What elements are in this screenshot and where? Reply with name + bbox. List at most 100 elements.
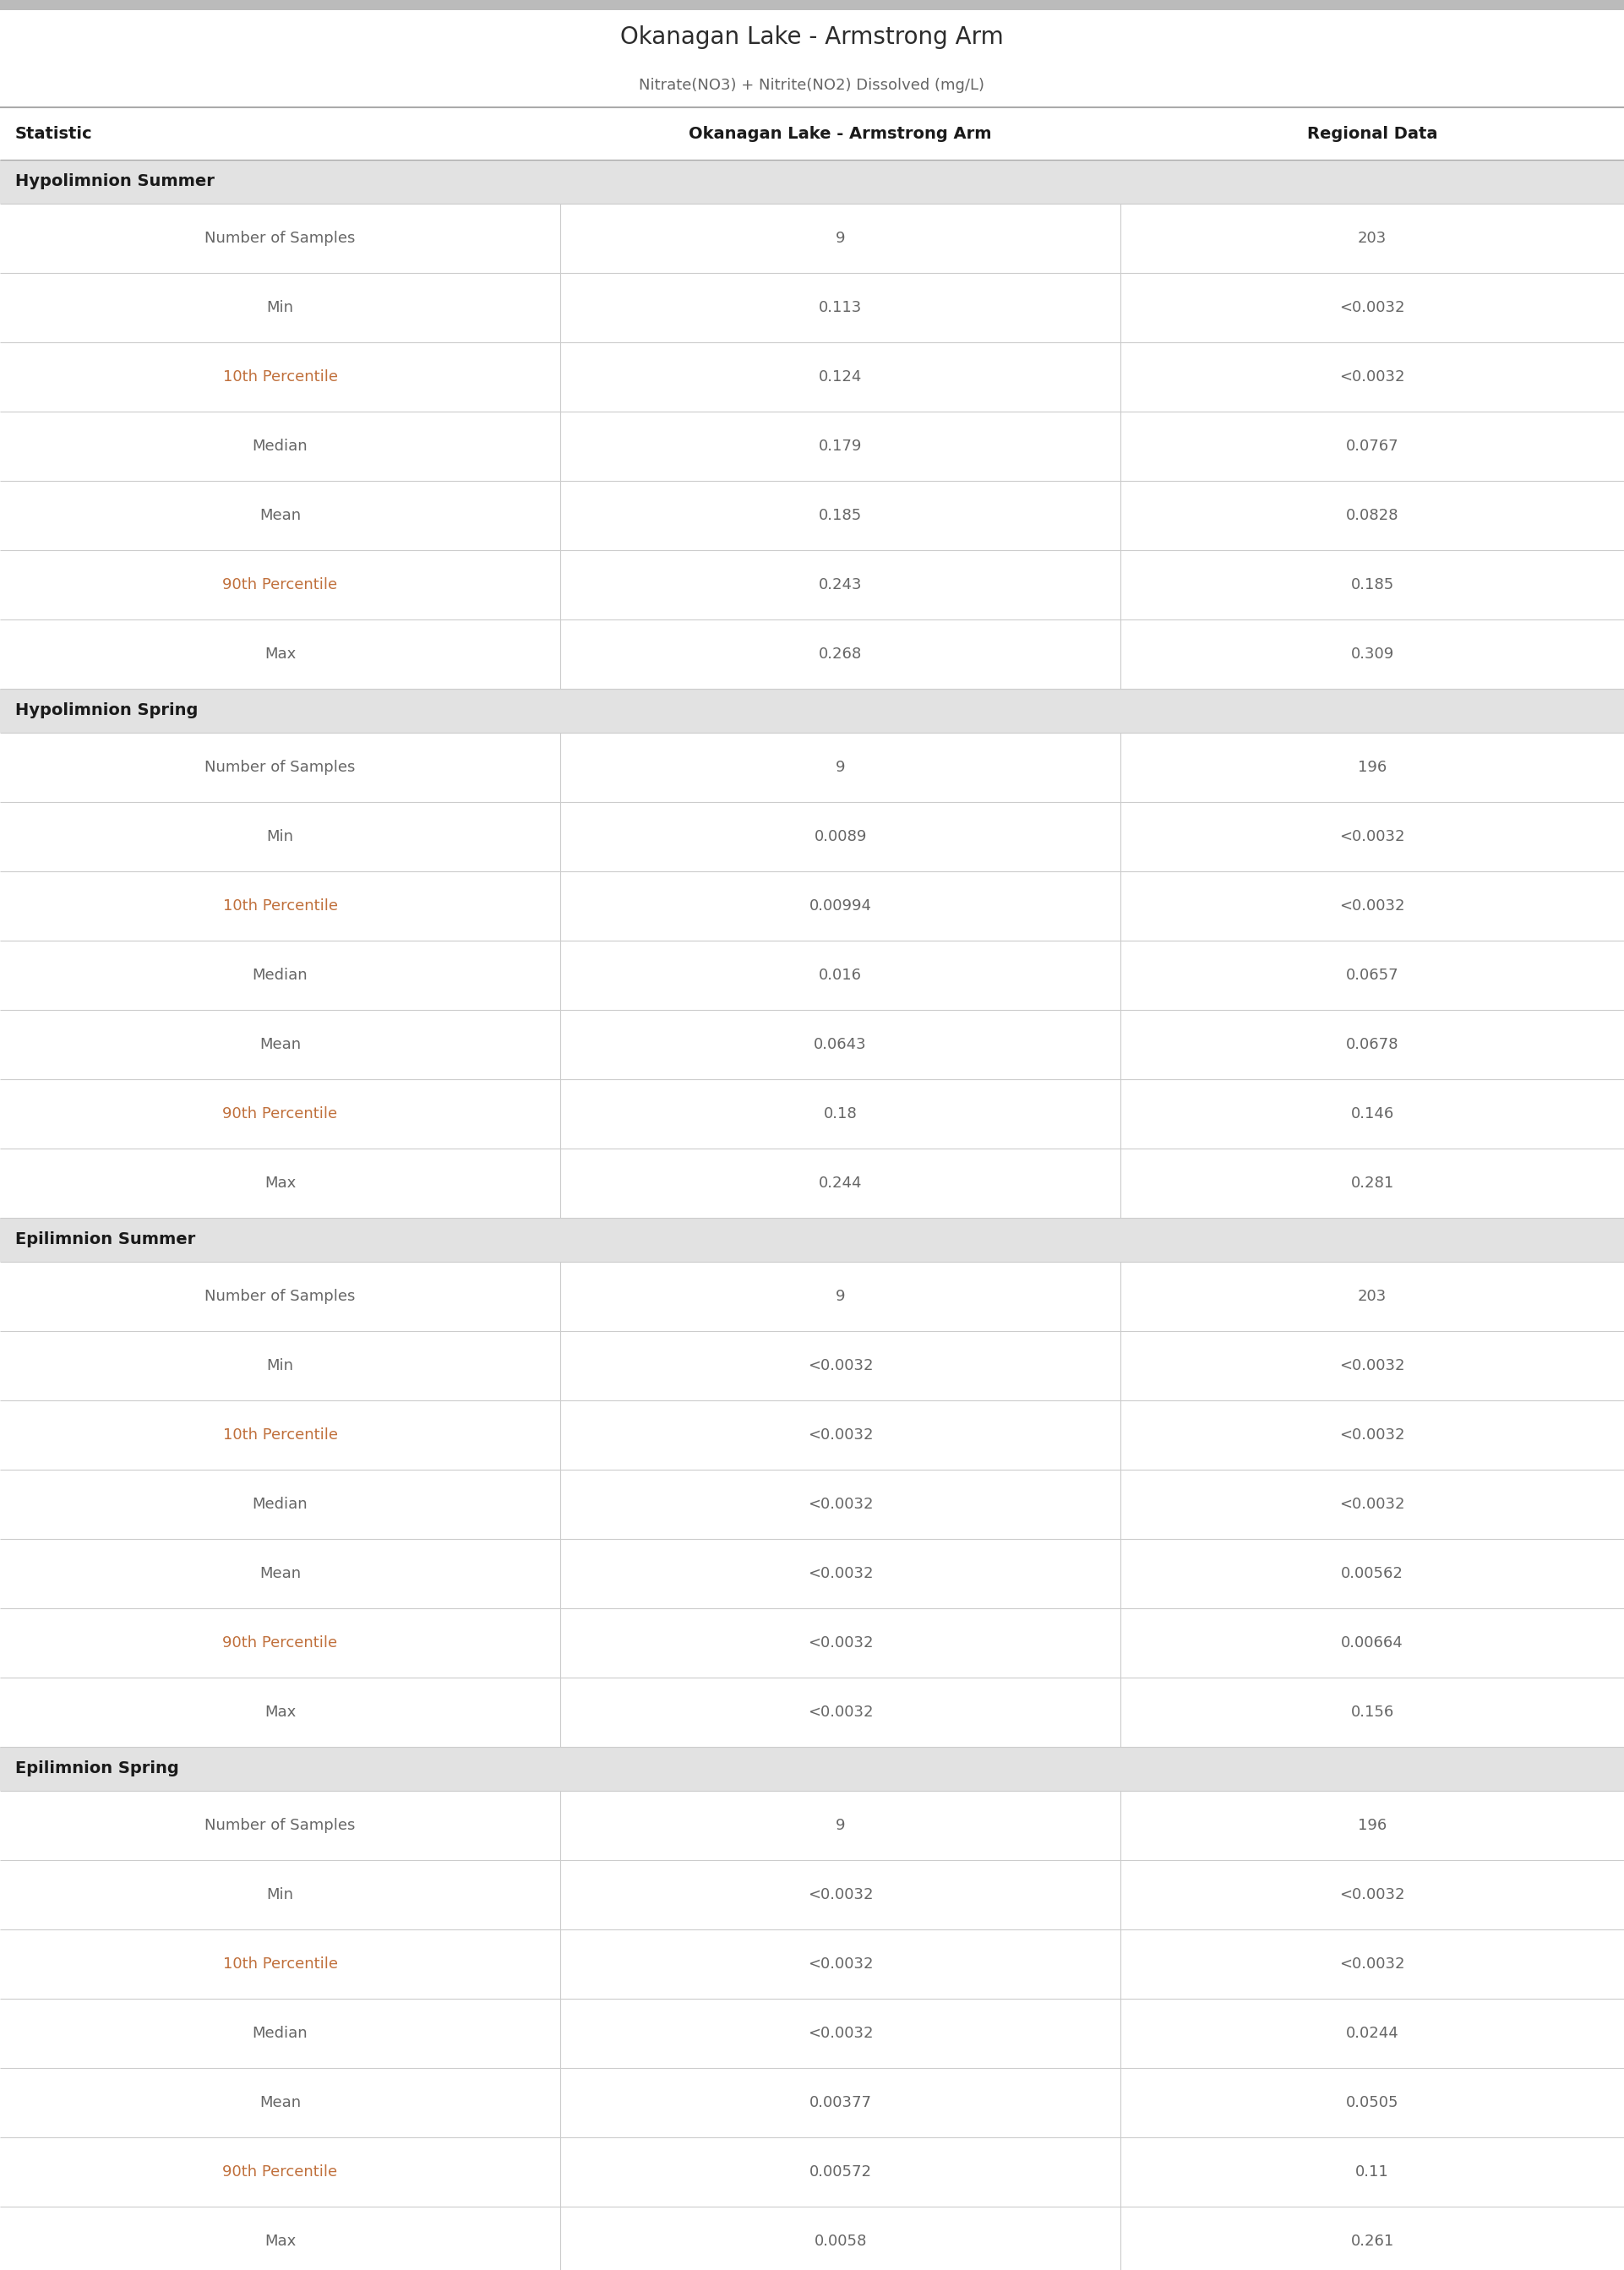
- Text: 0.00377: 0.00377: [809, 2095, 872, 2111]
- Text: 0.11: 0.11: [1356, 2163, 1389, 2179]
- Text: 90th Percentile: 90th Percentile: [222, 1634, 338, 1650]
- Text: 0.156: 0.156: [1351, 1705, 1393, 1721]
- Text: 0.146: 0.146: [1351, 1105, 1393, 1121]
- Bar: [0, 549, 1624, 620]
- Bar: [0, 1217, 1624, 1262]
- Text: 0.0678: 0.0678: [1346, 1037, 1398, 1053]
- Text: <0.0032: <0.0032: [1340, 1886, 1405, 1902]
- Bar: [0, 159, 1624, 204]
- Text: 0.00562: 0.00562: [1341, 1566, 1403, 1582]
- Text: 0.0505: 0.0505: [1346, 2095, 1398, 2111]
- Text: 0.243: 0.243: [818, 577, 862, 592]
- Text: 0.00994: 0.00994: [809, 899, 872, 913]
- Text: 196: 196: [1358, 1818, 1387, 1834]
- Text: Min: Min: [266, 1357, 294, 1373]
- Text: 0.0828: 0.0828: [1346, 508, 1398, 522]
- Text: 0.179: 0.179: [818, 438, 862, 454]
- Bar: [0, 0, 1624, 9]
- Text: Okanagan Lake - Armstrong Arm: Okanagan Lake - Armstrong Arm: [689, 125, 992, 141]
- Text: Min: Min: [266, 829, 294, 844]
- Text: Epilimnion Spring: Epilimnion Spring: [15, 1762, 179, 1777]
- Text: <0.0032: <0.0032: [807, 2025, 874, 2041]
- Text: 90th Percentile: 90th Percentile: [222, 2163, 338, 2179]
- Text: <0.0032: <0.0032: [1340, 829, 1405, 844]
- Bar: [0, 733, 1624, 801]
- Text: 9: 9: [836, 1818, 844, 1834]
- Text: <0.0032: <0.0032: [1340, 300, 1405, 316]
- Text: Min: Min: [266, 1886, 294, 1902]
- Text: 0.261: 0.261: [1351, 2234, 1393, 2250]
- Text: Mean: Mean: [260, 1566, 300, 1582]
- Text: Median: Median: [252, 2025, 309, 2041]
- Text: Regional Data: Regional Data: [1307, 125, 1437, 141]
- Text: 0.00572: 0.00572: [809, 2163, 872, 2179]
- Text: Mean: Mean: [260, 1037, 300, 1053]
- Bar: [0, 481, 1624, 549]
- Text: 9: 9: [836, 760, 844, 774]
- Text: <0.0032: <0.0032: [807, 1957, 874, 1973]
- Bar: [0, 2206, 1624, 2270]
- Text: 0.00664: 0.00664: [1341, 1634, 1403, 1650]
- Bar: [0, 1998, 1624, 2068]
- Bar: [0, 872, 1624, 940]
- Text: 196: 196: [1358, 760, 1387, 774]
- Text: <0.0032: <0.0032: [807, 1566, 874, 1582]
- Text: 0.0657: 0.0657: [1346, 967, 1398, 983]
- Text: Hypolimnion Spring: Hypolimnion Spring: [15, 704, 198, 720]
- Text: Mean: Mean: [260, 508, 300, 522]
- Text: Mean: Mean: [260, 2095, 300, 2111]
- Text: Median: Median: [252, 967, 309, 983]
- Text: <0.0032: <0.0032: [1340, 899, 1405, 913]
- Text: Okanagan Lake - Armstrong Arm: Okanagan Lake - Armstrong Arm: [620, 25, 1004, 48]
- Bar: [0, 1078, 1624, 1149]
- Bar: [0, 1469, 1624, 1539]
- Text: Nitrate(NO3) + Nitrite(NO2) Dissolved (mg/L): Nitrate(NO3) + Nitrite(NO2) Dissolved (m…: [640, 77, 984, 93]
- Text: 0.016: 0.016: [818, 967, 862, 983]
- Text: Median: Median: [252, 1496, 309, 1512]
- Bar: [0, 688, 1624, 733]
- Bar: [0, 1859, 1624, 1930]
- Bar: [0, 1401, 1624, 1469]
- Bar: [0, 801, 1624, 872]
- Text: 0.0058: 0.0058: [814, 2234, 867, 2250]
- Text: Min: Min: [266, 300, 294, 316]
- Text: 0.281: 0.281: [1351, 1176, 1393, 1192]
- Text: 10th Percentile: 10th Percentile: [222, 899, 338, 913]
- Text: 0.0767: 0.0767: [1346, 438, 1398, 454]
- Text: Hypolimnion Summer: Hypolimnion Summer: [15, 175, 214, 191]
- Text: <0.0032: <0.0032: [807, 1496, 874, 1512]
- Text: 0.18: 0.18: [823, 1105, 857, 1121]
- Text: <0.0032: <0.0032: [1340, 1496, 1405, 1512]
- Text: 203: 203: [1358, 1289, 1387, 1303]
- Text: 10th Percentile: 10th Percentile: [222, 1957, 338, 1973]
- Text: 0.185: 0.185: [818, 508, 862, 522]
- Text: Number of Samples: Number of Samples: [205, 232, 356, 245]
- Text: <0.0032: <0.0032: [1340, 1957, 1405, 1973]
- Text: 0.244: 0.244: [818, 1176, 862, 1192]
- Text: Statistic: Statistic: [15, 125, 93, 141]
- Bar: [0, 940, 1624, 1010]
- Bar: [0, 411, 1624, 481]
- Text: Number of Samples: Number of Samples: [205, 1289, 356, 1303]
- Text: 10th Percentile: 10th Percentile: [222, 370, 338, 384]
- Bar: [0, 9, 1624, 107]
- Text: Epilimnion Summer: Epilimnion Summer: [15, 1233, 195, 1248]
- Text: 90th Percentile: 90th Percentile: [222, 1105, 338, 1121]
- Bar: [0, 1262, 1624, 1330]
- Bar: [0, 1330, 1624, 1401]
- Bar: [0, 1678, 1624, 1748]
- Text: 9: 9: [836, 232, 844, 245]
- Text: 0.113: 0.113: [818, 300, 862, 316]
- Text: 203: 203: [1358, 232, 1387, 245]
- Bar: [0, 1010, 1624, 1078]
- Text: Median: Median: [252, 438, 309, 454]
- Text: <0.0032: <0.0032: [1340, 370, 1405, 384]
- Bar: [0, 1748, 1624, 1791]
- Bar: [0, 204, 1624, 272]
- Bar: [0, 1607, 1624, 1678]
- Text: <0.0032: <0.0032: [807, 1886, 874, 1902]
- Text: 0.0643: 0.0643: [814, 1037, 867, 1053]
- Bar: [0, 1539, 1624, 1607]
- Text: Max: Max: [265, 647, 296, 663]
- Bar: [0, 1149, 1624, 1217]
